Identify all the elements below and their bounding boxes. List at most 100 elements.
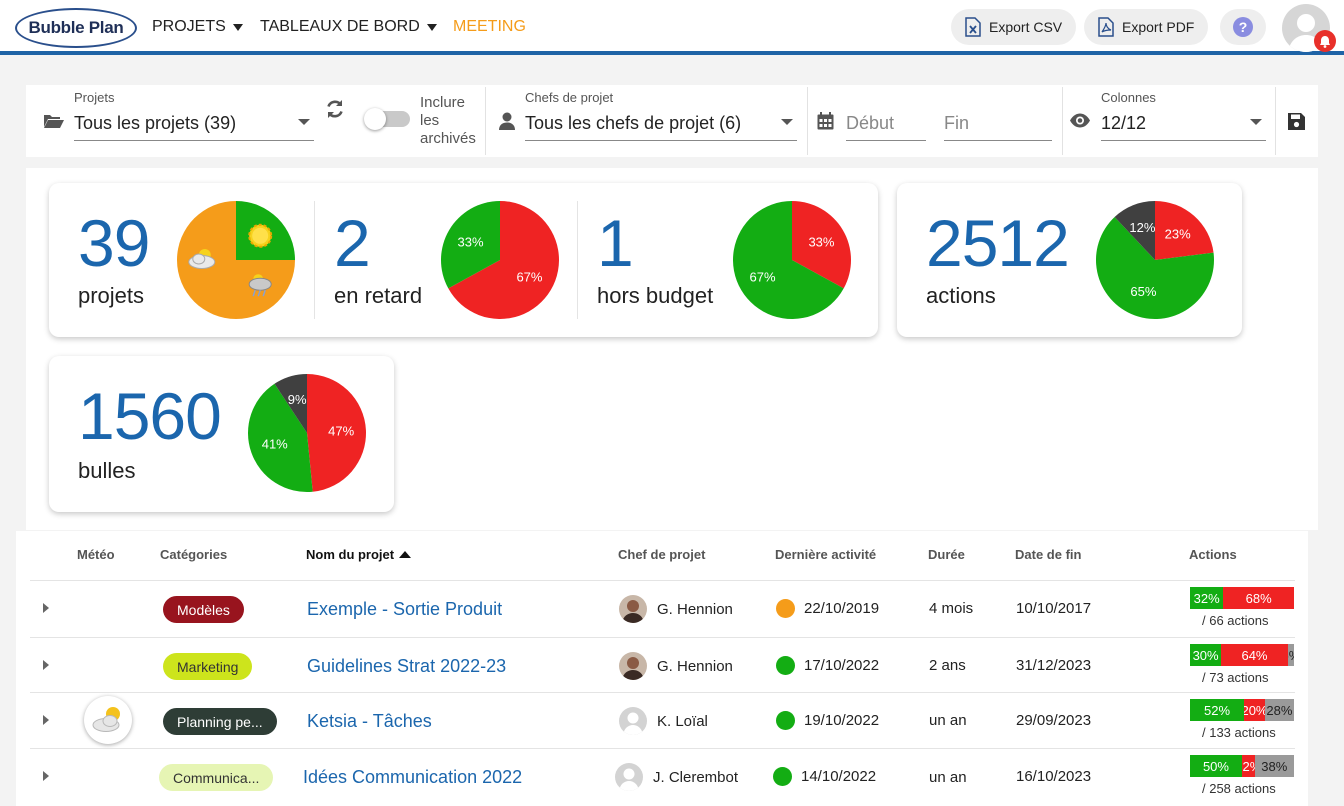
actions-bar-segment: 50%	[1190, 755, 1242, 777]
actions-bar-segment: 20%	[1244, 699, 1265, 721]
bulles-summary-card: 1560 bulles 47% 41% 9%	[49, 356, 394, 512]
table-row[interactable]: Marketing Guidelines Strat 2022-23 G. Henn…	[30, 637, 1295, 693]
pie-slice[interactable]	[441, 201, 500, 289]
include-archives-label: Inclure les archivés	[420, 94, 480, 148]
pie-slice[interactable]	[1114, 201, 1155, 260]
header-meteo[interactable]: Météo	[77, 547, 115, 562]
export-pdf-label: Export PDF	[1122, 19, 1195, 35]
save-icon[interactable]	[1288, 113, 1305, 130]
actions-progress-bar[interactable]: 30%64%5%	[1190, 644, 1294, 666]
bulles-pie-chart[interactable]: 47% 41% 9%	[248, 374, 367, 492]
top-navigation-bar: Bubble Plan PROJETS TABLEAUX DE BORD MEE…	[0, 0, 1344, 55]
duration: 4 mois	[929, 600, 974, 617]
divider	[807, 87, 808, 155]
debut-date-input[interactable]: Début	[846, 113, 895, 133]
sun-icon	[248, 223, 273, 248]
export-pdf-button[interactable]: Export PDF	[1084, 9, 1209, 45]
actions-bar-segment: 5%	[1287, 644, 1294, 666]
project-name-link[interactable]: Exemple - Sortie Produit	[307, 599, 503, 619]
person-photo-icon	[619, 652, 647, 680]
pie-slice[interactable]	[448, 201, 559, 319]
cloudy-icon	[188, 249, 216, 269]
header-actions[interactable]: Actions	[1189, 547, 1237, 562]
pie-slice-label: 33%	[458, 235, 484, 250]
budget-label: hors budget	[597, 283, 714, 308]
expand-row-icon[interactable]	[43, 771, 49, 781]
table-row[interactable]: Modèles Exemple - Sortie Produit G. Hennio…	[30, 580, 1295, 636]
refresh-icon[interactable]	[325, 99, 345, 119]
export-csv-button[interactable]: Export CSV	[951, 9, 1077, 45]
calendar-icon	[817, 112, 834, 130]
pie-slice[interactable]	[1096, 216, 1214, 319]
projets-filter-select[interactable]: Tous les projets (39)	[74, 113, 237, 133]
header-categories[interactable]: Catégories	[160, 547, 228, 562]
project-manager-avatar	[619, 652, 647, 680]
actions-progress-bar[interactable]: 52%20%28%	[1190, 699, 1294, 721]
storm-cloud-icon	[248, 274, 272, 297]
project-name-link[interactable]: Ketsia - Tâches	[307, 711, 432, 731]
card-divider	[314, 201, 315, 319]
header-chef-projet[interactable]: Chef de projet	[618, 547, 706, 562]
pie-slice-label: 23%	[1165, 226, 1191, 241]
include-archives-line-1: Inclure	[420, 94, 466, 111]
actions-bar-segment: 38%	[1254, 755, 1295, 777]
project-manager-avatar	[619, 595, 647, 623]
nav-meeting-link[interactable]: MEETING	[453, 18, 526, 35]
notifications-button[interactable]	[1314, 30, 1336, 52]
actions-bar-segment: 52%	[1190, 699, 1245, 721]
duration: un an	[929, 769, 967, 786]
actions-bar-segment: 12%	[1242, 755, 1255, 777]
project-name-link[interactable]: Idées Communication 2022	[303, 767, 523, 787]
chefs-underline	[525, 140, 797, 141]
app-logo[interactable]: Bubble Plan	[15, 8, 137, 48]
actions-pie-chart[interactable]: 23% 65% 12%	[1096, 201, 1214, 319]
expand-row-icon[interactable]	[43, 660, 49, 670]
colonnes-underline	[1101, 140, 1266, 141]
project-manager-name: G. Hennion	[657, 658, 733, 675]
nav-projets-menu[interactable]: PROJETS	[152, 18, 243, 36]
actions-bar-segment: 32%	[1190, 587, 1224, 609]
actions-progress-bar[interactable]: 32% 68%	[1190, 587, 1294, 609]
retard-pie-chart[interactable]: 67% 33%	[441, 201, 559, 319]
budget-pie-chart[interactable]: 33% 67%	[733, 201, 851, 319]
nav-tableaux-label: TABLEAUX DE BORD	[260, 18, 420, 35]
table-row[interactable]: Planning pe... Ketsia - Tâches K. Loïal 19/…	[30, 692, 1295, 748]
header-duree[interactable]: Durée	[928, 547, 965, 562]
divider	[1062, 87, 1063, 155]
divider	[1275, 87, 1276, 155]
actions-count: / 66 actions	[1202, 613, 1269, 628]
include-archives-toggle[interactable]	[364, 108, 410, 130]
header-date-fin[interactable]: Date de fin	[1015, 547, 1082, 562]
expand-row-icon[interactable]	[43, 715, 49, 725]
pie-slice-label: 67%	[750, 269, 776, 284]
header-nom-projet[interactable]: Nom du projet	[306, 547, 412, 562]
duration: 2 ans	[929, 657, 966, 674]
chefs-filter-select[interactable]: Tous les chefs de projet (6)	[525, 113, 742, 133]
duration: un an	[929, 712, 967, 729]
actions-count: / 258 actions	[1202, 781, 1276, 796]
pie-slice[interactable]	[1155, 201, 1214, 260]
pie-slice[interactable]	[248, 383, 313, 492]
expand-row-icon[interactable]	[43, 603, 49, 613]
header-derniere-activite[interactable]: Dernière activité	[775, 547, 877, 562]
person-placeholder-icon	[619, 707, 647, 735]
category-badge: Planning pe...	[163, 708, 277, 735]
category-badge: Modèles	[163, 596, 244, 623]
actions-progress-bar[interactable]: 50%0%12%38%	[1190, 755, 1295, 777]
pie-slice[interactable]	[274, 374, 307, 433]
help-button[interactable]: ?	[1220, 9, 1266, 45]
debut-underline	[846, 140, 926, 141]
meteo-pie-chart[interactable]	[177, 201, 295, 319]
table-row[interactable]: Communica... Idées Communication 2022 J. C…	[30, 748, 1295, 804]
pie-slice[interactable]	[733, 201, 844, 319]
folder-open-icon	[44, 115, 64, 128]
caret-down-icon	[232, 23, 243, 31]
pie-slice[interactable]	[307, 374, 367, 492]
pie-slice[interactable]	[792, 201, 851, 289]
project-name-link[interactable]: Guidelines Strat 2022-23	[307, 656, 507, 676]
colonnes-select[interactable]: 12/12	[1101, 113, 1147, 133]
category-badge: Communica...	[159, 764, 274, 791]
fin-date-input[interactable]: Fin	[944, 113, 970, 133]
actions-bar-segment: 68%	[1223, 587, 1294, 609]
nav-tableaux-menu[interactable]: TABLEAUX DE BORD	[260, 18, 437, 36]
